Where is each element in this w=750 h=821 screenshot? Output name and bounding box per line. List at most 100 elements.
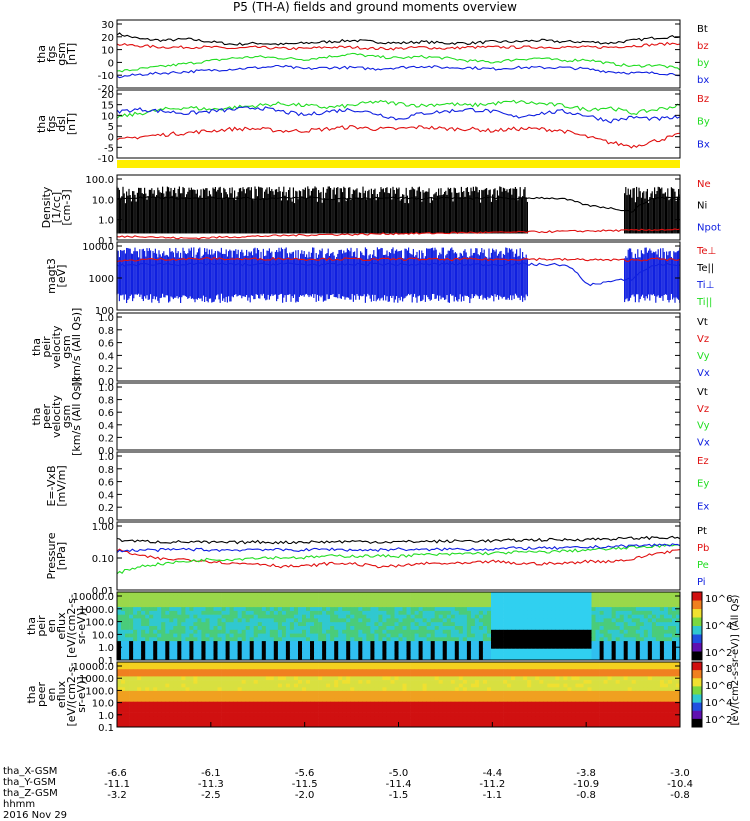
spectrogram-cell	[137, 637, 141, 641]
spectrogram-cell	[286, 698, 290, 702]
spectrogram-cell	[141, 666, 145, 670]
spectrogram-cell	[354, 649, 358, 653]
spectrogram-cell	[270, 652, 274, 656]
spectrogram-cell	[185, 669, 189, 673]
spectrogram-cell	[302, 698, 306, 702]
spectrogram-cell	[177, 630, 181, 634]
spectrogram-cell	[664, 634, 668, 638]
spectrogram-cell	[354, 626, 358, 630]
y-tick-label: 0.2	[98, 364, 114, 375]
spectrogram-cell	[563, 673, 567, 677]
spectrogram-cell	[185, 634, 189, 638]
spectrogram-cell	[125, 698, 129, 702]
spectrogram-cell	[214, 630, 218, 634]
spectrogram-cell	[141, 634, 145, 638]
spectrogram-cell	[427, 603, 431, 607]
spectrogram-cell	[382, 695, 386, 699]
spectrogram-cell	[278, 641, 282, 645]
spectrogram-cell	[584, 645, 588, 649]
spectrogram-cell	[117, 637, 121, 641]
spectrogram-cell	[668, 652, 672, 656]
spectrogram-cell	[282, 687, 286, 691]
spectrogram-cell	[519, 687, 523, 691]
spectrogram-cell	[624, 641, 628, 645]
spectrogram-cell	[547, 676, 551, 680]
spectrogram-cell	[386, 662, 390, 666]
spectrogram-cell	[270, 684, 274, 688]
spectrogram-cell	[270, 592, 274, 596]
spectrogram-cell	[652, 626, 656, 630]
y-axis-label: [nT]	[65, 113, 78, 135]
spectrogram-cell	[455, 666, 459, 670]
spectrogram-cell	[475, 634, 479, 638]
spectrogram-cell	[555, 626, 559, 630]
spectrogram-cell	[592, 684, 596, 688]
spectrogram-cell	[238, 666, 242, 670]
spectrogram-cell	[234, 669, 238, 673]
spectrogram-cell	[125, 662, 129, 666]
spectrogram-cell	[555, 669, 559, 673]
spectrogram-cell	[411, 637, 415, 641]
spectrogram-cell	[161, 626, 165, 630]
spectrogram-cell	[161, 611, 165, 615]
spectrogram-cell	[616, 592, 620, 596]
spectrogram-cell	[507, 666, 511, 670]
spectrogram-cell	[451, 607, 455, 611]
spectrogram-cell	[551, 649, 555, 653]
spectrogram-cell	[620, 666, 624, 670]
spectrogram-cell	[672, 630, 676, 634]
spectrogram-cell	[218, 607, 222, 611]
spectrogram-cell	[161, 676, 165, 680]
spectrogram-cell	[330, 637, 334, 641]
spectrogram-cell	[395, 603, 399, 607]
spectrogram-cell	[386, 695, 390, 699]
spectrogram-cell	[153, 630, 157, 634]
spectrogram-cell	[185, 592, 189, 596]
spectrogram-cell	[443, 603, 447, 607]
spectrogram-cell	[366, 626, 370, 630]
spectrogram-cell	[399, 645, 403, 649]
spectrogram-cell	[318, 662, 322, 666]
spectrogram-cell	[519, 673, 523, 677]
spectrogram-cell	[499, 622, 503, 626]
spectrogram-cell	[302, 662, 306, 666]
spectrogram-cell	[515, 622, 519, 626]
spectrogram-cell	[664, 641, 668, 645]
spectrogram-cell	[555, 649, 559, 653]
spectrogram-cell	[286, 695, 290, 699]
spectrogram-cell	[294, 669, 298, 673]
spectrogram-cell	[395, 637, 399, 641]
spectrogram-cell	[515, 676, 519, 680]
spectrogram-cell	[427, 615, 431, 619]
spectrogram-cell	[527, 637, 531, 641]
spectrogram-cell	[145, 626, 149, 630]
spectrogram-cell	[616, 649, 620, 653]
spectrogram-cell	[395, 691, 399, 695]
spectrogram-cell	[527, 630, 531, 634]
spectrogram-cell	[286, 645, 290, 649]
spectrogram-cell	[487, 680, 491, 684]
spectrogram-cell	[543, 637, 547, 641]
spectrogram-cell	[447, 649, 451, 653]
spectrogram-cell	[218, 622, 222, 626]
spectrogram-cell	[153, 622, 157, 626]
spectrogram-cell	[652, 691, 656, 695]
spectrogram-cell	[133, 687, 137, 691]
spectrogram-cell	[310, 666, 314, 670]
spectrogram-cell	[270, 622, 274, 626]
spectrogram-cell	[189, 622, 193, 626]
spectrogram-cell	[286, 669, 290, 673]
spectrogram-cell	[234, 652, 238, 656]
spectrogram-cell	[628, 669, 632, 673]
spectrogram-cell	[511, 596, 515, 600]
spectrogram-cell	[491, 680, 495, 684]
spectrogram-cell	[555, 596, 559, 600]
spectrogram-cell	[165, 637, 169, 641]
spectrogram-cell	[523, 637, 527, 641]
spectrogram-cell	[214, 611, 218, 615]
spectrogram-cell	[318, 622, 322, 626]
legend-entry-Ni: Ni	[697, 201, 707, 212]
spectrogram-cell	[463, 673, 467, 677]
spectrogram-cell	[374, 662, 378, 666]
spectrogram-cell	[451, 600, 455, 604]
